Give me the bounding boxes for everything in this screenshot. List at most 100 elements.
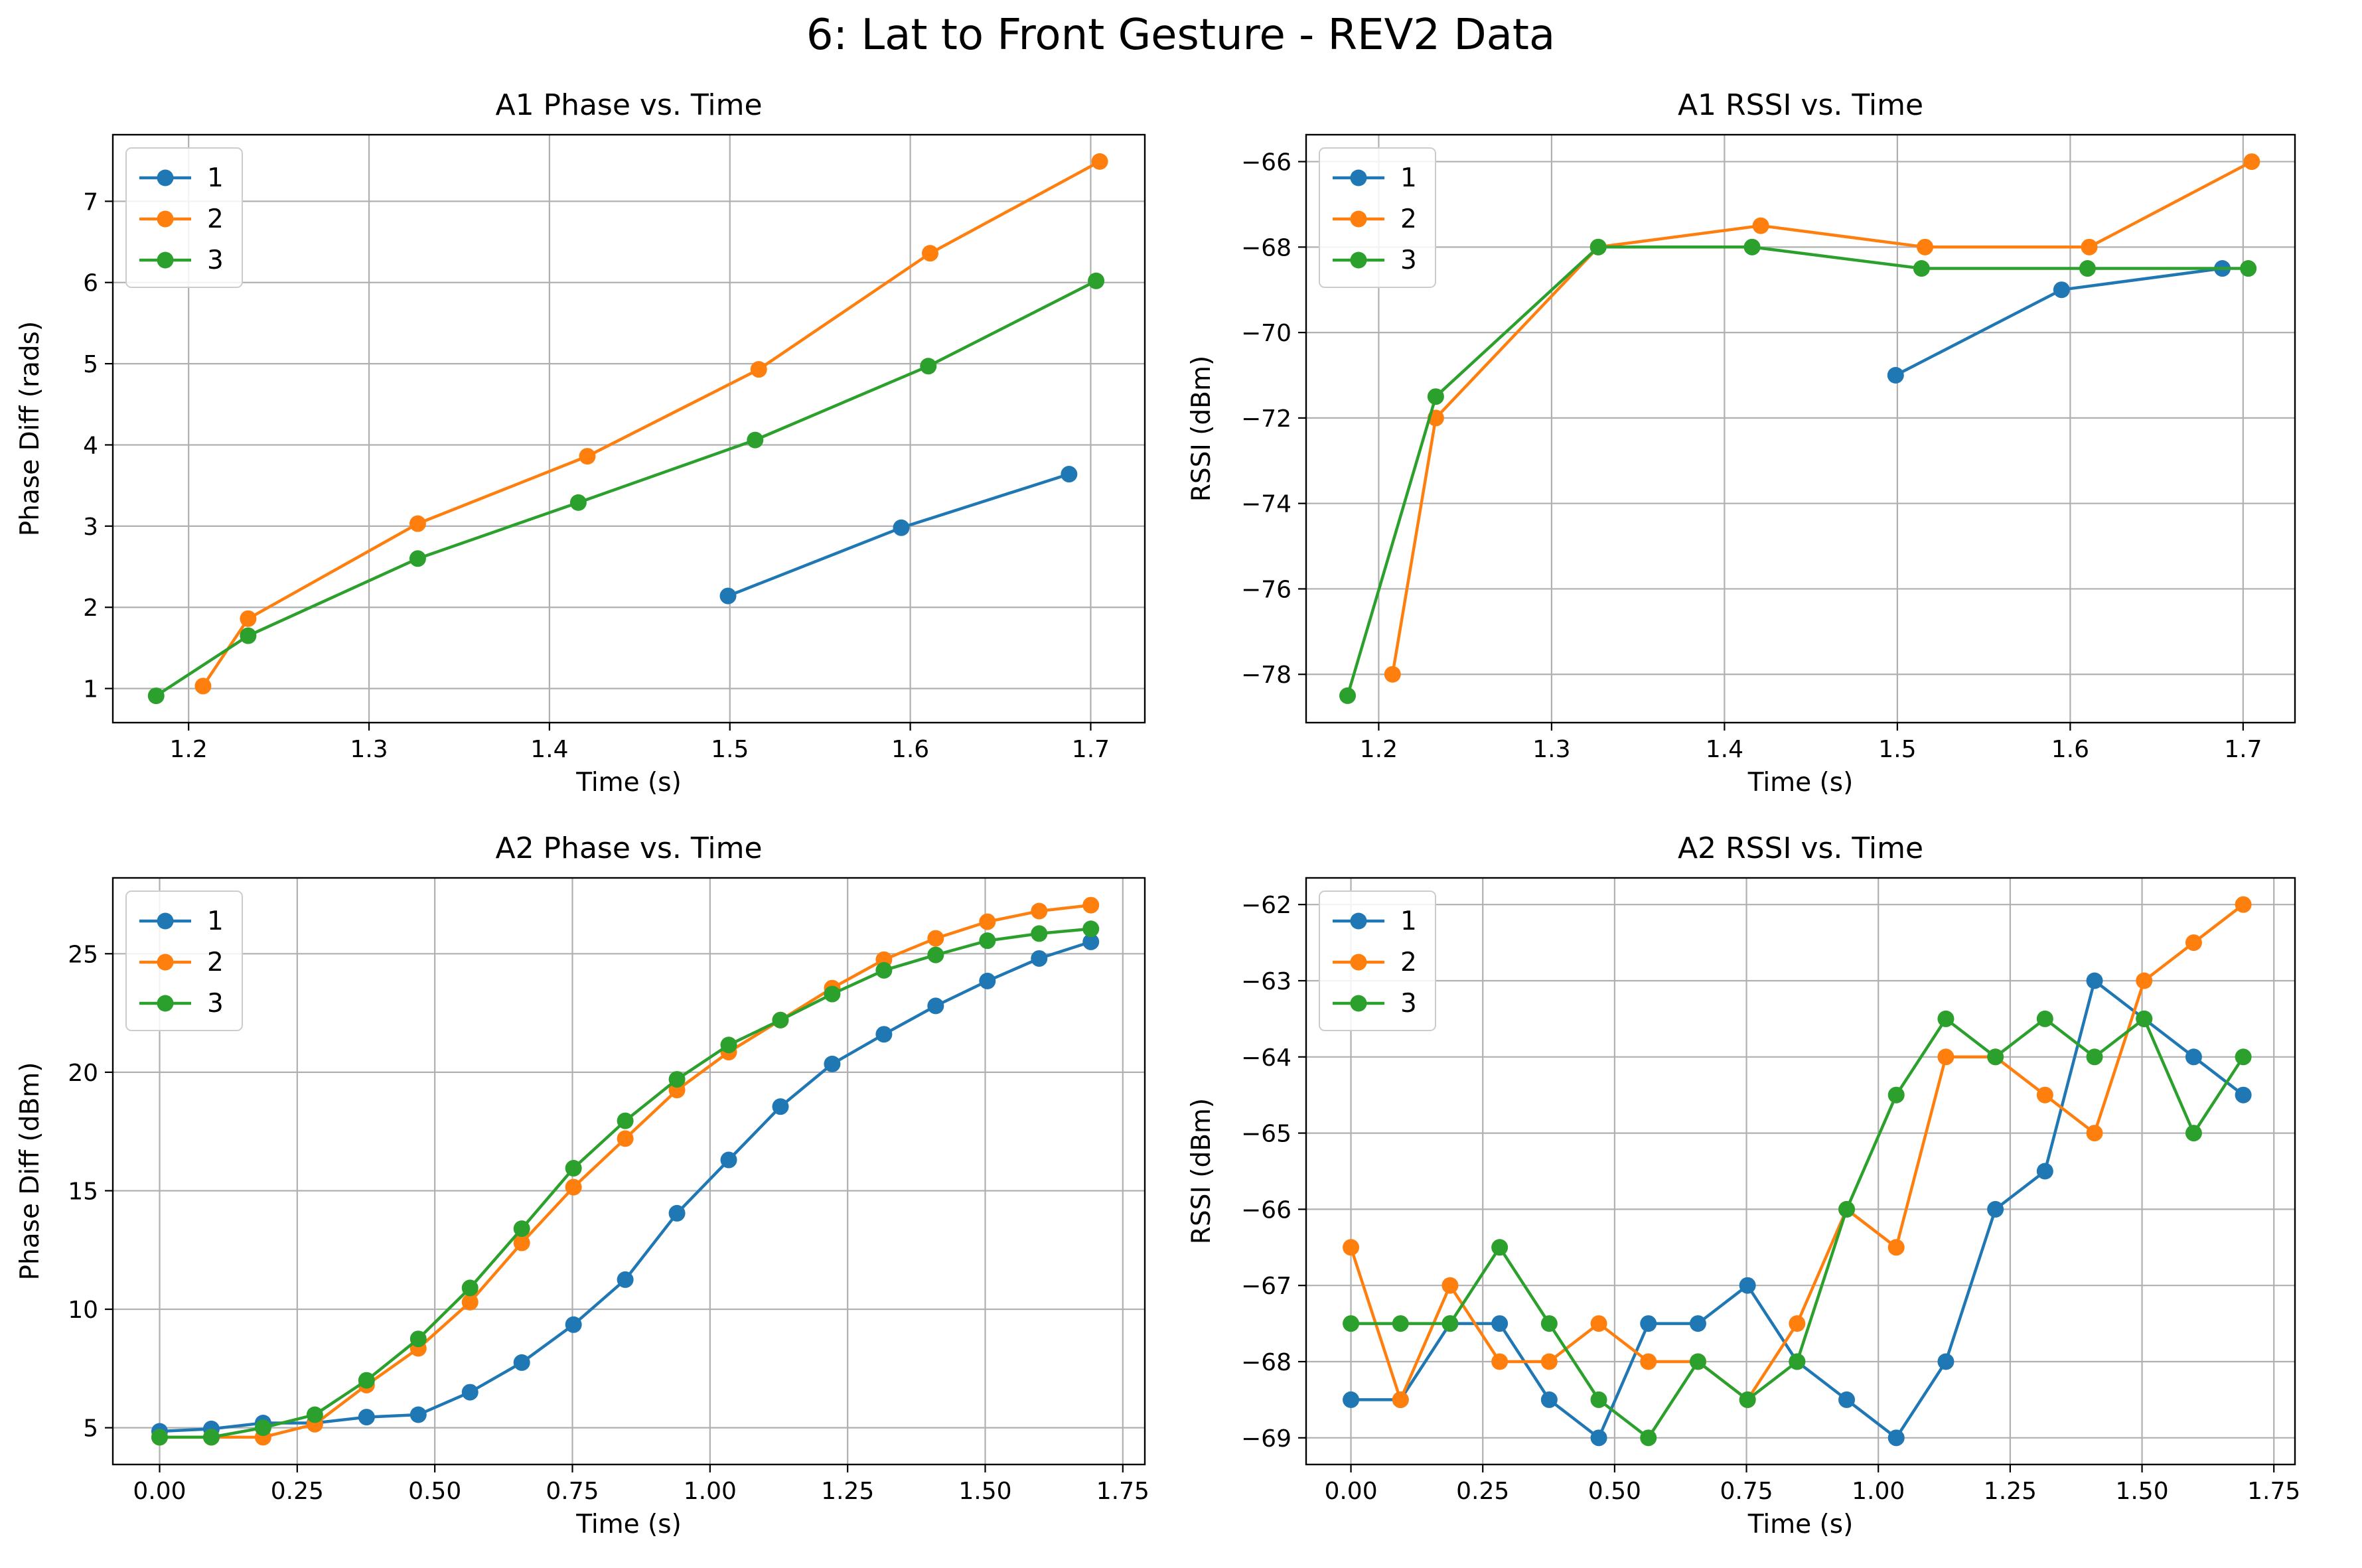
subplot-4-axes-frame [1305,877,2296,1466]
subplot-4-y-tick-label-5: −65 [1241,1121,1292,1148]
subplot-1-series-1-point-1 [719,587,737,605]
subplot-2-legend: 1 2 3 [1319,147,1436,288]
subplot-4-series-2-point-19 [2235,896,2252,913]
subplot-2-ylabel: RSSI (dBm) [1187,356,1217,502]
subplot-2-series-2-point-1 [1384,666,1401,683]
subplot-4-series-1-point-19 [2235,1086,2252,1104]
subplot-3-series-3-point-8 [513,1220,530,1238]
subplot-4-series-2-point-5 [1540,1353,1558,1370]
subplot-3: 0.00 0.25 0.50 0.75 1.00 1.25 1.50 1.75 5 10 15 20 2… [15,831,1149,1539]
subplot-4-series-2-point-17 [2136,972,2153,989]
subplot-4-xlabel: Time (s) [1747,1510,1854,1539]
subplot-1-y-tick-label-6: 6 [83,270,98,297]
subplot-4-series-1-point-7 [1640,1315,1657,1332]
subplot-1-legend-label-2: 2 [207,204,224,234]
subplot-1: 1.2 1.3 1.4 1.5 1.6 1.7 1 2 3 4 5 6 7 A1 Phase vs. Ti… [15,88,1146,798]
subplot-1-series-2-point-1 [194,677,212,695]
figure-title: 6: Lat to Front Gesture - REV2 Data [806,11,1555,60]
subplot-4-series-3-point-9 [1739,1391,1756,1408]
subplot-3-legend-swatch-marker-2 [157,954,174,971]
subplot-4-series-3-point-10 [1789,1353,1806,1370]
subplot-3-legend-swatch-marker-3 [157,995,174,1012]
subplot-4-series-2-point-10 [1789,1315,1806,1332]
subplot-2-y-tick-label-4: −72 [1241,405,1292,433]
subplot-2-y-tick-label-1: −78 [1241,662,1292,689]
subplot-4-series-3-point-5 [1540,1315,1558,1332]
subplot-4-y-tick-label-1: −69 [1241,1425,1292,1453]
subplot-2-xlabel: Time (s) [1747,768,1854,798]
subplot-3-x-tick-label-5: 1.00 [684,1478,737,1505]
subplot-1-series-2-point-4 [579,448,596,465]
subplot-4-x-tick-label-2: 0.25 [1456,1478,1509,1505]
subplot-4-series-3-point-17 [2136,1010,2153,1027]
subplot-4-series-2-point-4 [1491,1353,1509,1370]
subplot-4-y-tick-label-6: −64 [1241,1044,1292,1072]
subplot-2-y-tick-label-6: −68 [1241,234,1292,261]
subplot-4-x-tick-label-5: 1.00 [1852,1478,1905,1505]
subplot-3-series-3-point-12 [720,1036,737,1054]
subplot-2-series-2-point-4 [1752,217,1769,234]
subplot-4-series-1-point-12 [1887,1429,1905,1447]
subplot-1-y-tick-label-3: 3 [83,514,98,541]
subplot-4-x-tick-label-6: 1.25 [1984,1478,2037,1505]
subplot-2-series-3-point-3 [1589,238,1607,255]
subplot-1-series-3-point-4 [569,494,587,511]
subplot-4-series-1-point-15 [2036,1163,2053,1180]
subplot-2-title: A1 RSSI vs. Time [1678,88,1923,122]
subplot-3-ylabel: Phase Diff (dBm) [15,1062,45,1281]
subplot-3-x-tick-label-2: 0.25 [271,1478,324,1505]
subplot-3-series-1-point-5 [358,1409,375,1426]
subplot-2-series-2-point-6 [2081,238,2098,255]
subplot-4-series-1-point-16 [2086,972,2103,989]
subplot-2: 1.2 1.3 1.4 1.5 1.6 1.7 −78 −76 −74 −72 −70 −68 −66 A… [1187,88,2296,798]
subplot-3-series-3-point-2 [202,1429,220,1446]
subplot-1-legend-swatch-marker-2 [157,210,174,228]
subplot-4-y-tick-label-4: −66 [1241,1196,1292,1224]
subplot-2-x-tick-label-1: 1.2 [1360,736,1398,763]
subplot-4-ylabel: RSSI (dBm) [1187,1098,1217,1244]
subplot-1-series-3-point-3 [409,550,426,567]
subplot-3-legend-label-3: 3 [207,989,224,1019]
subplot-2-legend-label-1: 1 [1400,163,1417,193]
subplot-3-title: A2 Phase vs. Time [495,831,762,865]
subplot-4-series-3-point-18 [2185,1125,2202,1142]
subplot-1-series-2-point-2 [240,610,257,627]
subplot-3-series-3-point-10 [617,1112,634,1129]
subplot-3-series-3-point-13 [772,1011,789,1029]
subplot-1-x-tick-label-5: 1.6 [891,736,929,763]
subplot-4-series-1-point-4 [1491,1315,1509,1332]
subplot-2-x-tick-label-3: 1.4 [1706,736,1743,763]
subplot-3-series-1-point-18 [1031,950,1048,967]
subplot-3-series-2-point-10 [617,1130,634,1147]
subplot-4-series-3-point-3 [1441,1315,1459,1332]
subplot-3-x-tick-label-6: 1.25 [821,1478,874,1505]
subplot-4-series-3-point-16 [2086,1048,2103,1066]
subplot-4-x-tick-label-4: 0.75 [1720,1478,1773,1505]
subplot-4-y-tick-label-2: −68 [1241,1349,1292,1376]
subplot-4-series-1-point-6 [1590,1429,1607,1447]
subplot-3-series-3-point-5 [358,1372,375,1389]
subplot-3-series-2-point-19 [1082,896,1100,914]
subplot-1-xlabel: Time (s) [575,768,682,798]
subplot-4-series-3-point-8 [1689,1353,1706,1370]
subplot-3-x-tick-label-8: 1.75 [1096,1478,1149,1505]
subplot-4-series-1-point-9 [1739,1277,1756,1294]
subplot-2-legend-swatch-marker-1 [1350,169,1367,186]
subplot-3-series-1-point-15 [875,1026,893,1043]
subplot-1-series-2-point-3 [409,515,426,532]
subplot-3-legend-label-2: 2 [207,948,224,977]
subplot-1-series-2-point-6 [921,245,938,262]
subplot-4-legend-label-2: 2 [1400,948,1417,977]
subplot-4-series-3-point-15 [2036,1010,2053,1027]
subplot-4-x-tick-label-7: 1.50 [2115,1478,2168,1505]
subplot-2-legend-swatch-marker-3 [1350,251,1367,269]
subplot-3-series-1-point-9 [565,1316,582,1333]
subplot-4-series-2-point-2 [1392,1391,1409,1408]
subplot-4-series-3-point-13 [1937,1010,1955,1027]
subplot-3-series-3-point-6 [409,1330,427,1348]
subplot-4-series-3-point-12 [1887,1086,1905,1104]
subplot-3-series-2-point-8 [513,1234,530,1251]
subplot-3-x-tick-label-7: 1.50 [958,1478,1011,1505]
subplot-2-series-3-point-6 [2079,260,2096,277]
